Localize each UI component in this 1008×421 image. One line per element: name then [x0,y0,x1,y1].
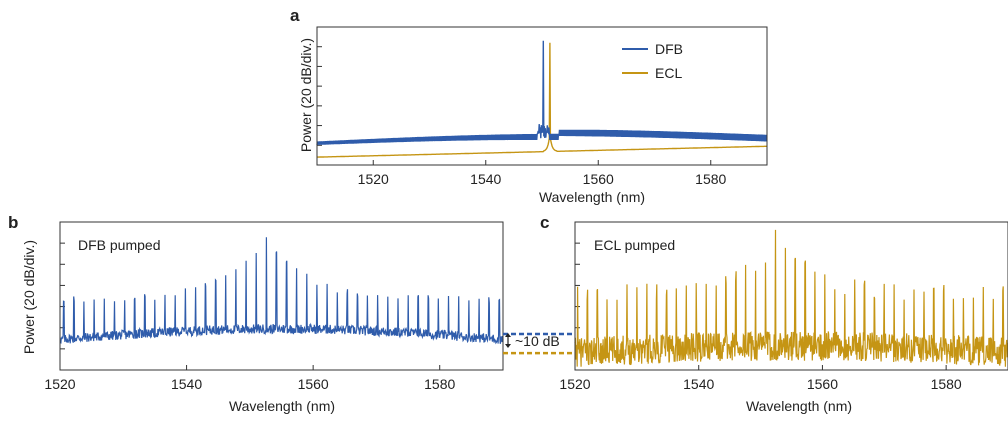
dfb-spectrum-line [316,40,768,146]
panel-a-frame [316,26,768,166]
noise-floor-comparison: ~10 dB [503,332,575,355]
panel-c-comb-spectrum [574,229,1008,367]
panel-a-ylabel: Power (20 dB/div.) [298,38,314,152]
panel-c: c Wavelength (nm) ECL pumped 1520 1540 156… [540,213,1008,414]
panel-a-label: a [290,6,300,25]
panel-a-xtick-label: 1540 [470,171,501,187]
panel-c-xtick-label: 1580 [931,376,962,392]
legend-dfb-label: DFB [655,41,683,57]
panel-a-xlabel: Wavelength (nm) [539,189,645,205]
panel-c-xtick-label: 1560 [807,376,838,392]
panel-b-annotation: DFB pumped [78,237,160,253]
panel-c-xlabel: Wavelength (nm) [746,398,852,414]
panel-a-legend: DFB ECL [622,41,683,81]
panel-a-xtick-label: 1580 [695,171,726,187]
double-arrow-icon [505,333,511,348]
panel-a-xtick-label: 1520 [358,171,389,187]
panel-c-frame [574,221,1008,371]
panel-b-xtick-label: 1540 [171,376,202,392]
panel-b-comb-spectrum [59,237,504,345]
floor-difference-label: ~10 dB [515,333,560,349]
panel-b-ylabel: Power (20 dB/div.) [21,240,37,354]
panel-b-xlabel: Wavelength (nm) [229,398,335,414]
panel-c-annotation: ECL pumped [594,237,675,253]
panel-c-label: c [540,213,549,232]
panel-a: a Power (20 dB/div.) Wavelength (nm) 152… [290,6,768,205]
panel-b-frame [59,221,504,371]
panel-b-xtick-label: 1560 [298,376,329,392]
panel-b-xtick-label: 1580 [424,376,455,392]
panel-c-xtick-label: 1520 [559,376,590,392]
panel-b-xtick-label: 1520 [44,376,75,392]
ecl-spectrum-line [317,42,767,158]
panel-a-xtick-label: 1560 [583,171,614,187]
panel-b-label: b [8,213,18,232]
legend-ecl-label: ECL [655,65,682,81]
panel-c-xtick-label: 1540 [683,376,714,392]
panel-b: b Power (20 dB/div.) Wavelength (nm) DFB… [8,213,504,414]
